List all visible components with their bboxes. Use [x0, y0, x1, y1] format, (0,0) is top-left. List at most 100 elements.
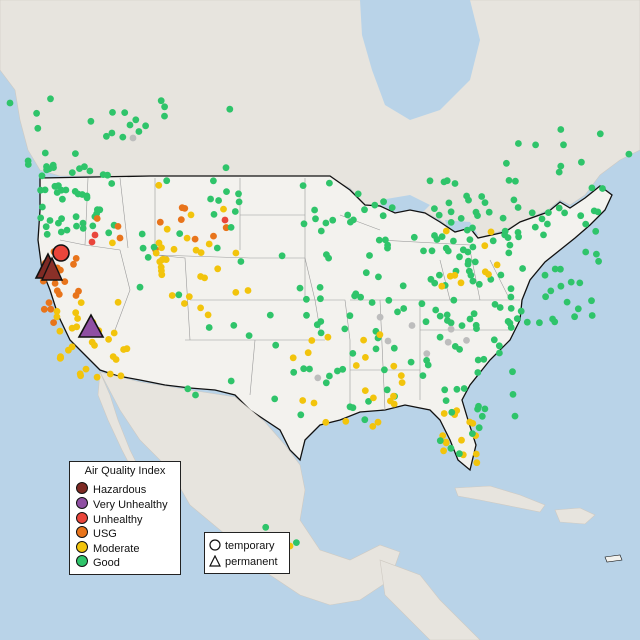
site-marker — [42, 223, 50, 231]
site-marker — [557, 282, 565, 290]
site-marker — [376, 331, 384, 339]
site-marker — [322, 219, 330, 227]
site-marker — [458, 436, 465, 444]
site-marker — [33, 109, 40, 117]
site-marker — [132, 116, 140, 124]
site-marker — [87, 117, 95, 125]
site-marker — [56, 327, 64, 335]
site-marker — [185, 293, 193, 300]
site-marker — [41, 149, 49, 157]
site-marker — [528, 209, 536, 217]
site-marker — [197, 304, 205, 312]
site-marker — [459, 246, 467, 254]
site-marker — [168, 292, 176, 299]
site-marker — [381, 366, 388, 374]
site-marker — [507, 305, 515, 312]
site-marker — [89, 222, 97, 230]
site-marker — [349, 350, 357, 357]
site-marker — [469, 420, 477, 427]
site-marker — [375, 236, 383, 244]
site-marker — [507, 285, 515, 293]
site-marker — [380, 198, 387, 206]
site-marker — [478, 193, 486, 200]
site-marker — [289, 354, 297, 362]
site-marker — [497, 271, 505, 279]
site-marker — [514, 204, 522, 211]
site-marker — [372, 345, 380, 353]
site-marker — [155, 239, 163, 247]
site-marker — [560, 141, 567, 149]
site-marker — [38, 172, 46, 180]
site-marker — [567, 278, 575, 286]
site-marker — [517, 307, 525, 315]
site-marker — [72, 309, 80, 317]
site-marker — [471, 258, 479, 266]
site-marker — [136, 283, 144, 291]
site-marker — [329, 216, 337, 224]
site-marker — [481, 242, 489, 250]
site-marker — [551, 265, 559, 273]
site-marker — [324, 333, 332, 341]
site-marker — [531, 223, 539, 231]
site-marker — [379, 212, 387, 220]
site-marker — [465, 257, 472, 265]
site-marker — [79, 219, 87, 227]
site-marker — [322, 379, 330, 387]
mexico-land — [99, 371, 401, 606]
hispaniola-land — [554, 507, 596, 525]
site-marker — [365, 398, 372, 405]
site-marker — [76, 370, 84, 378]
site-marker — [369, 423, 377, 430]
site-marker — [582, 220, 590, 228]
site-marker — [310, 399, 318, 407]
site-marker — [129, 134, 137, 142]
site-marker — [341, 325, 349, 333]
legend-item-unhealthy: Unhealthy — [76, 512, 143, 526]
site-marker — [360, 336, 367, 344]
site-marker — [410, 233, 418, 241]
site-marker — [474, 369, 482, 376]
site-marker — [57, 353, 64, 361]
site-marker — [139, 244, 147, 252]
site-marker — [443, 177, 451, 185]
legend-item-good: Good — [76, 555, 120, 569]
site-marker — [245, 332, 253, 339]
site-marker — [220, 205, 227, 213]
circle-icon — [209, 539, 221, 551]
site-marker — [387, 397, 394, 405]
site-marker — [540, 231, 547, 239]
aqi-legend: Air Quality Index Hazardous Very Unhealt… — [69, 461, 181, 575]
site-marker — [493, 261, 501, 269]
site-marker — [485, 271, 492, 278]
site-marker — [93, 215, 101, 222]
monitoring-sites — [6, 95, 633, 550]
site-marker — [106, 370, 114, 378]
site-marker — [322, 418, 330, 426]
site-marker — [388, 204, 396, 212]
triangle-icon — [209, 555, 221, 567]
site-marker — [109, 109, 116, 116]
site-marker — [73, 323, 81, 331]
site-marker — [266, 311, 274, 319]
site-marker — [474, 212, 481, 220]
site-marker — [503, 159, 510, 167]
site-marker — [24, 161, 32, 168]
site-marker — [6, 99, 14, 107]
site-marker — [76, 165, 83, 173]
site-marker — [316, 284, 324, 291]
site-marker — [509, 391, 517, 398]
site-marker — [82, 365, 90, 373]
site-marker — [463, 337, 470, 344]
site-marker — [192, 246, 200, 254]
site-marker — [504, 318, 512, 325]
site-marker — [299, 397, 307, 404]
central-america-land — [379, 559, 481, 640]
site-marker — [222, 164, 230, 172]
site-marker — [542, 293, 549, 301]
site-marker — [595, 257, 602, 265]
site-marker — [426, 177, 434, 185]
site-marker — [117, 372, 125, 380]
site-marker — [446, 272, 454, 280]
site-marker — [300, 220, 308, 228]
legend-item-hazardous: Hazardous — [76, 482, 146, 496]
